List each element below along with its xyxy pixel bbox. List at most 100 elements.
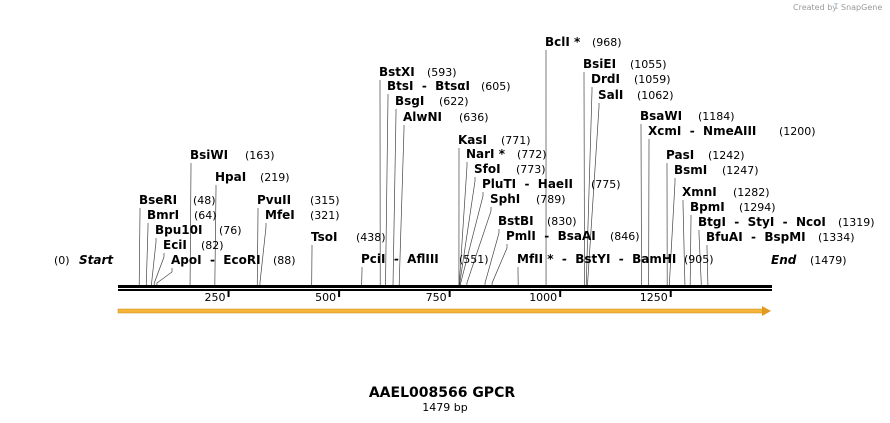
- enzyme-label: SfoI: [474, 162, 501, 176]
- site-leader: [459, 177, 476, 285]
- enzyme-label: BsiWI: [190, 148, 228, 162]
- site-leader: [689, 215, 692, 285]
- enzyme-label: BclI *: [545, 35, 581, 49]
- enzyme-label: BstXI: [379, 65, 415, 79]
- site-leader: [145, 223, 149, 285]
- enzyme-label: PvuII: [257, 193, 291, 207]
- start-label: Start: [79, 253, 114, 267]
- ruler-tick-label: 500: [315, 291, 336, 304]
- site-leader: [189, 163, 192, 285]
- enzyme-position: (163): [245, 149, 275, 162]
- site-leader: [583, 72, 585, 285]
- enzyme-label: Bpu10I: [155, 223, 202, 237]
- enzyme-position: (315): [310, 194, 340, 207]
- site-leader: [669, 178, 676, 285]
- enzyme-position: (905): [684, 253, 714, 266]
- site-leader: [156, 268, 173, 285]
- site-leader: [460, 192, 484, 285]
- watermark-brand: SnapGene: [841, 3, 882, 12]
- watermark-text: Created by: [793, 3, 837, 12]
- enzyme-label: BsmI: [674, 163, 707, 177]
- enzyme-label: HpaI: [215, 170, 246, 184]
- enzyme-position: (88): [273, 254, 296, 267]
- enzyme-position: (1282): [733, 186, 770, 199]
- site-leader: [392, 109, 397, 285]
- enzyme-position: (636): [459, 111, 489, 124]
- enzyme-position: (1184): [698, 110, 735, 123]
- site-leader: [491, 244, 508, 285]
- enzyme-position: (1247): [722, 164, 759, 177]
- enzyme-label: BsgI: [395, 94, 424, 108]
- enzyme-label: ApoI - EcoRI: [171, 253, 261, 267]
- site-leader-lines: [138, 50, 709, 285]
- enzyme-label: BpmI: [690, 200, 725, 214]
- site-leader: [484, 229, 500, 285]
- site-leader: [466, 207, 492, 285]
- enzyme-position: (82): [201, 239, 224, 252]
- enzyme-position: (773): [516, 163, 546, 176]
- start-position: (0): [54, 254, 70, 267]
- sequence-backbone: [118, 285, 772, 291]
- ruler-tick-label: 1000: [529, 291, 557, 304]
- enzyme-position: (321): [310, 209, 340, 222]
- enzyme-position: (48): [193, 194, 216, 207]
- enzyme-label: SphI: [490, 192, 520, 206]
- enzyme-label: NarI *: [466, 147, 506, 161]
- enzyme-position: (1319): [838, 216, 875, 229]
- enzyme-position: (1055): [630, 58, 667, 71]
- end-position: (1479): [810, 254, 847, 267]
- site-leader: [459, 162, 468, 285]
- enzyme-position: (76): [219, 224, 242, 237]
- enzyme-position: (771): [501, 134, 531, 147]
- enzyme-label: XcmI - NmeAIII: [648, 124, 756, 138]
- site-leader: [640, 124, 642, 285]
- snapgene-logo-icon: [834, 3, 838, 9]
- site-labels: BclI * (968) BsiEI (1055) DrdI (1059) SalI (106…: [139, 35, 875, 267]
- enzyme-position: (968): [592, 36, 622, 49]
- enzyme-position: (622): [439, 95, 469, 108]
- ruler-tick: [669, 290, 672, 297]
- enzyme-position: (772): [517, 148, 547, 161]
- enzyme-position: (593): [427, 66, 457, 79]
- enzyme-label: BseRI: [139, 193, 177, 207]
- enzyme-position: (1334): [818, 231, 855, 244]
- ruler-tick-label: 750: [426, 291, 447, 304]
- enzyme-label: AlwNI: [403, 110, 442, 124]
- enzyme-position: (551): [459, 253, 489, 266]
- site-leader: [682, 200, 686, 285]
- enzyme-position: (1059): [634, 73, 671, 86]
- enzyme-label: BtgI - StyI - NcoI: [698, 215, 826, 229]
- enzyme-position: (830): [547, 215, 577, 228]
- sequence-name: AAEL008566 GPCR: [369, 385, 516, 401]
- enzyme-label: PluTI - HaeII: [482, 177, 573, 191]
- ruler-tick-label: 1250: [640, 291, 668, 304]
- enzyme-label: BtsI - BtsαI: [387, 79, 470, 93]
- enzyme-label: PmlI - BsaAI: [506, 229, 596, 243]
- ruler-tick: [338, 290, 341, 297]
- enzyme-position: (789): [536, 193, 566, 206]
- enzyme-label: KasI: [458, 133, 487, 147]
- feature-arrow: [117, 306, 771, 316]
- site-leader: [385, 94, 389, 285]
- ruler: 250 500 750 1000 1250: [205, 290, 672, 304]
- enzyme-position: (438): [356, 231, 386, 244]
- site-leader: [153, 253, 165, 285]
- enzyme-position: (605): [481, 80, 511, 93]
- site-leader: [259, 223, 267, 285]
- site-leader: [151, 238, 157, 285]
- enzyme-position: (1200): [779, 125, 816, 138]
- enzyme-position: (1294): [739, 201, 776, 214]
- enzyme-label: EciI: [163, 238, 187, 252]
- ruler-tick: [448, 290, 451, 297]
- site-leader: [138, 208, 141, 285]
- ruler-tick: [559, 290, 562, 297]
- enzyme-label: BsaWI: [640, 109, 682, 123]
- site-leader: [398, 125, 405, 285]
- site-leader: [587, 103, 600, 285]
- site-leader: [706, 245, 709, 285]
- site-leader: [256, 208, 259, 285]
- enzyme-label: DrdI: [591, 72, 620, 86]
- sequence-length: 1479 bp: [422, 401, 467, 414]
- ruler-tick-label: 250: [205, 291, 226, 304]
